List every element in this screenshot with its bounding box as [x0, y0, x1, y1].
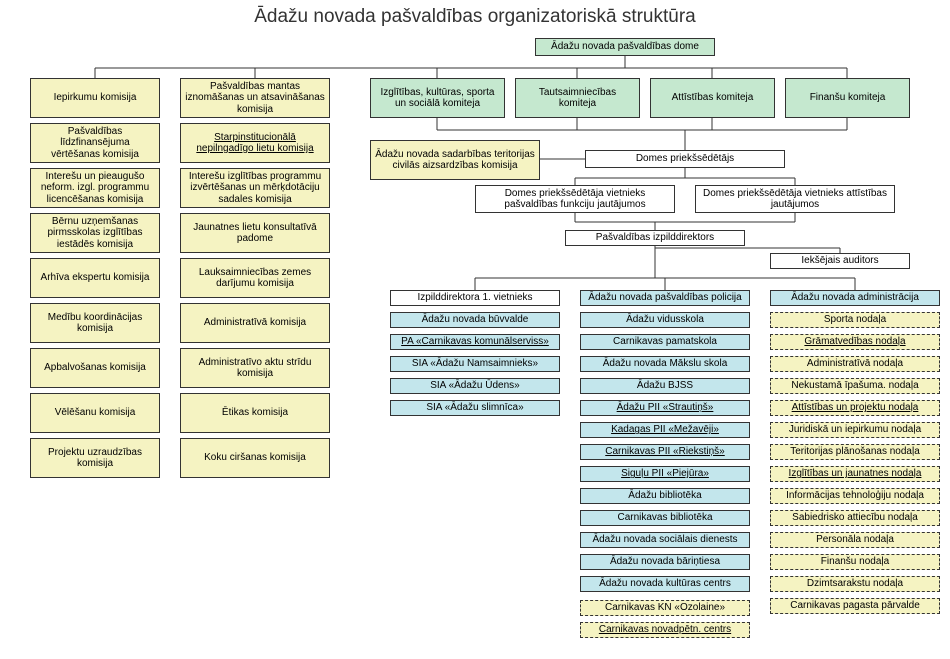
left2-1: Starpinstitucionālā nepilngadīgo lietu k…: [180, 123, 330, 163]
admin-item-3: Nekustamā īpašuma. nodaļa: [770, 378, 940, 394]
admin-item-9: Sabiedrisko attiecību nodaļa: [770, 510, 940, 526]
col-police-head: Ādažu novada pašvaldības policija: [580, 290, 750, 306]
police-item-10: Ādažu novada sociālais dienests: [580, 532, 750, 548]
committee-3: Finanšu komiteja: [785, 78, 910, 118]
admin-item-6: Teritorijas plānošanas nodaļa: [770, 444, 940, 460]
left2-6: Administratīvo aktu strīdu komisija: [180, 348, 330, 388]
left2-7: Ētikas komisija: [180, 393, 330, 433]
col-admin-head: Ādažu novada administrācija: [770, 290, 940, 306]
left1-8: Projektu uzraudzības komisija: [30, 438, 160, 478]
page-title: Ādažu novada pašvaldības organizatoriskā…: [0, 6, 950, 28]
police-item-6: Carnikavas PII «Riekstiņš»: [580, 444, 750, 460]
admin-item-1-label: Grāmatvedības nodaļa: [804, 336, 905, 348]
police-item-3: Ādažu BJSS: [580, 378, 750, 394]
police-item-8: Ādažu bibliotēka: [580, 488, 750, 504]
police-item-7: Siguļu PII «Piejūra»: [580, 466, 750, 482]
left2-2: Interešu izglītības programmu izvērtēšan…: [180, 168, 330, 208]
left2-0: Pašvaldības mantas iznomāšanas un atsavi…: [180, 78, 330, 118]
left2-4: Lauksaimniecības zemes darījumu komisija: [180, 258, 330, 298]
exec-item-2: SIA «Ādažu Namsaimnieks»: [390, 356, 560, 372]
committee-0: Izglītības, kultūras, sporta un sociālā …: [370, 78, 505, 118]
admin-item-2: Administratīvā nodaļa: [770, 356, 940, 372]
admin-item-4: Attīstības un projektu nodaļa: [770, 400, 940, 416]
police-item-5: Kadagas PII «Mežavēji»: [580, 422, 750, 438]
exec-item-1-label: PA «Carnikavas komunālserviss»: [401, 336, 549, 348]
committee-1: Tautsaimniecības komiteja: [515, 78, 640, 118]
left1-3: Bērnu uzņemšanas pirmsskolas izglītības …: [30, 213, 160, 253]
admin-item-7: Izglītības un jaunatnes nodaļa: [770, 466, 940, 482]
left1-4: Arhīva ekspertu komisija: [30, 258, 160, 298]
chair-node: Domes priekšsēdētājs: [585, 150, 785, 168]
admin-item-12: Dzimtsarakstu nodaļa: [770, 576, 940, 592]
vice1-node: Domes priekšsēdētāja vietnieks pašvaldīb…: [475, 185, 675, 213]
admin-item-11: Finanšu nodaļa: [770, 554, 940, 570]
left1-1: Pašvaldības līdzfinansējuma vērtēšanas k…: [30, 123, 160, 163]
committee-2: Attīstības komiteja: [650, 78, 775, 118]
left1-7: Vēlēšanu komisija: [30, 393, 160, 433]
police-item-9: Carnikavas bibliotēka: [580, 510, 750, 526]
exec-item-0: Ādažu novada būvvalde: [390, 312, 560, 328]
col-exec-head: Izpilddirektora 1. vietnieks: [390, 290, 560, 306]
root-node: Ādažu novada pašvaldības dome: [535, 38, 715, 56]
police-item-6-label: Carnikavas PII «Riekstiņš»: [605, 446, 725, 458]
police-item-4: Ādažu PII «Strautiņš»: [580, 400, 750, 416]
civil-node: Ādažu novada sadarbības teritorijas civi…: [370, 140, 540, 180]
exec-item-3: SIA «Ādažu Ūdens»: [390, 378, 560, 394]
exec-item-4: SIA «Ādažu slimnīca»: [390, 400, 560, 416]
left1-0: Iepirkumu komisija: [30, 78, 160, 118]
police-item-11: Ādažu novada bāriņtiesa: [580, 554, 750, 570]
police-item-5-label: Kadagas PII «Mežavēji»: [611, 424, 719, 436]
left1-5: Medību koordinācijas komisija: [30, 303, 160, 343]
auditor-node: Iekšējais auditors: [770, 253, 910, 269]
left1-6: Apbalvošanas komisija: [30, 348, 160, 388]
admin-item-5: Juridiskā un iepirkumu nodaļa: [770, 422, 940, 438]
admin-item-0: Sporta nodaļa: [770, 312, 940, 328]
admin-item-10: Personāla nodaļa: [770, 532, 940, 548]
police-tail-1: Carnikavas novadpētn. centrs: [580, 622, 750, 638]
police-item-1: Carnikavas pamatskola: [580, 334, 750, 350]
police-item-0: Ādažu vidusskola: [580, 312, 750, 328]
left2-3: Jaunatnes lietu konsultatīvā padome: [180, 213, 330, 253]
police-tail-1-label: Carnikavas novadpētn. centrs: [599, 624, 731, 636]
police-item-7-label: Siguļu PII «Piejūra»: [621, 468, 709, 480]
police-item-4-label: Ādažu PII «Strautiņš»: [617, 402, 714, 414]
police-item-2: Ādažu novada Mākslu skola: [580, 356, 750, 372]
police-tail-0: Carnikavas KN «Ozolaine»: [580, 600, 750, 616]
left2-5: Administratīvā komisija: [180, 303, 330, 343]
left2-1-label: Starpinstitucionālā nepilngadīgo lietu k…: [185, 132, 325, 155]
admin-item-4-label: Attīstības un projektu nodaļa: [792, 402, 919, 414]
police-item-12: Ādažu novada kultūras centrs: [580, 576, 750, 592]
admin-item-7-label: Izglītības un jaunatnes nodaļa: [789, 468, 922, 480]
admin-item-13: Carnikavas pagasta pārvalde: [770, 598, 940, 614]
exec-node: Pašvaldības izpilddirektors: [565, 230, 745, 246]
vice2-node: Domes priekšsēdētāja vietnieks attīstība…: [695, 185, 895, 213]
left1-2: Interešu un pieaugušo neform. izgl. prog…: [30, 168, 160, 208]
admin-item-1: Grāmatvedības nodaļa: [770, 334, 940, 350]
admin-item-8: Informācijas tehnoloģiju nodaļa: [770, 488, 940, 504]
exec-item-1: PA «Carnikavas komunālserviss»: [390, 334, 560, 350]
left2-8: Koku ciršanas komisija: [180, 438, 330, 478]
